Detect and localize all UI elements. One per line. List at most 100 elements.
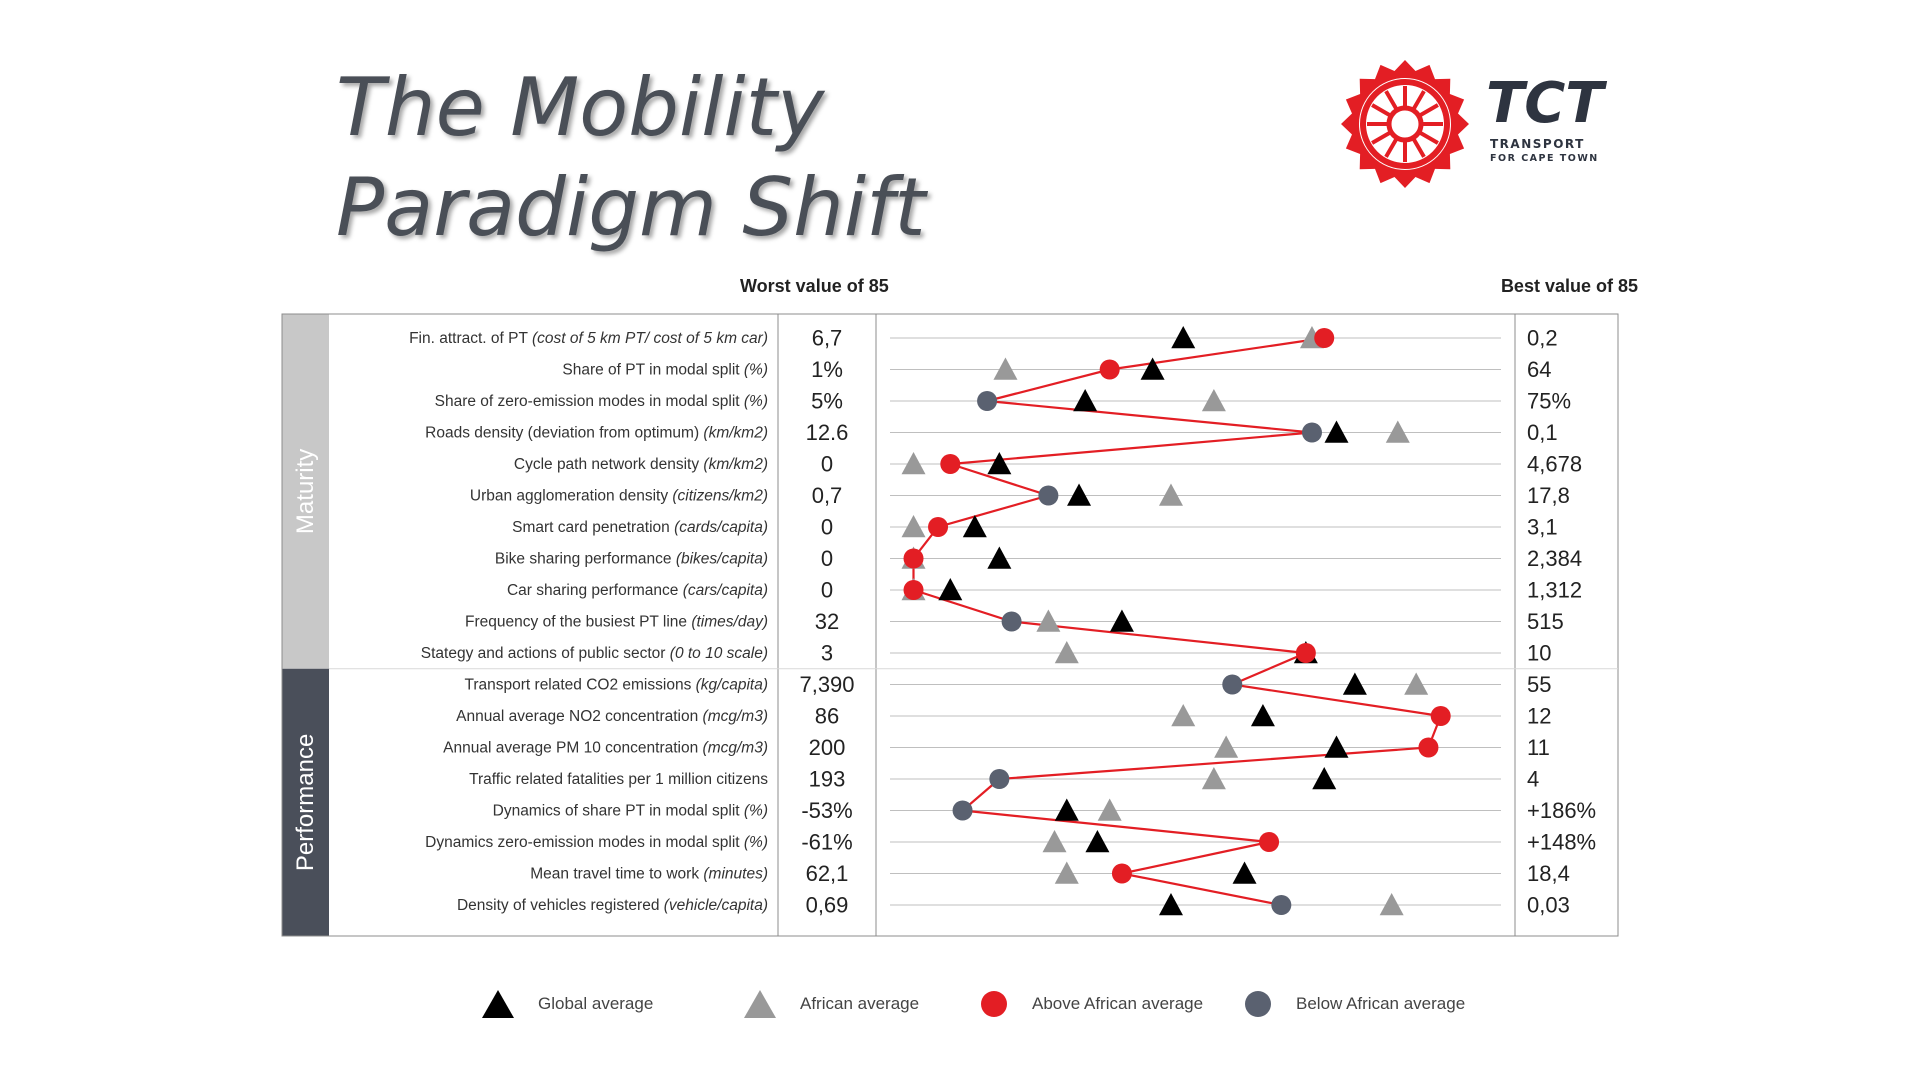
global-average-marker [938, 578, 963, 601]
row-worst-value: -53% [801, 798, 852, 823]
row-best-value: 0,1 [1527, 420, 1558, 445]
african-average-marker [1379, 893, 1404, 916]
row-label: Bike sharing performance (bikes/capita) [495, 550, 768, 567]
global-average-marker [1250, 704, 1275, 727]
row-label-text: Urban agglomeration density [470, 487, 672, 504]
row-best-value: 11 [1527, 735, 1550, 760]
city-above-average-marker [1430, 706, 1451, 726]
row-worst-value: 0,69 [806, 893, 849, 918]
global-average-marker [1054, 798, 1079, 821]
row-best-value: 4,678 [1527, 452, 1582, 477]
row-label: Annual average PM 10 concentration (mcg/… [443, 739, 768, 756]
row-label-unit: (bikes/capita) [676, 550, 768, 567]
row-label: Transport related CO2 emissions (kg/capi… [464, 676, 768, 693]
row-label-unit: (vehicle/capita) [664, 897, 768, 914]
african-average-marker [1158, 483, 1183, 506]
global-average-marker [987, 546, 1012, 569]
row-label-text: Car sharing performance [507, 582, 683, 599]
city-above-average-marker [928, 517, 949, 537]
row-label: Smart card penetration (cards/capita) [512, 519, 768, 536]
african-average-marker [1385, 420, 1410, 443]
gear-spoke [1384, 138, 1398, 158]
row-label: Fin. attract. of PT (cost of 5 km PT/ co… [409, 330, 768, 347]
row-worst-value: 7,390 [799, 672, 854, 697]
city-below-average-marker [989, 769, 1010, 789]
slide-title-line-2: Paradigm Shift [336, 161, 926, 254]
row-label-unit: (0 to 10 scale) [670, 645, 768, 662]
city-below-average-marker [1001, 611, 1022, 632]
african-average-marker [1042, 830, 1067, 853]
row-best-value: 515 [1527, 609, 1564, 634]
row-best-value: 0,2 [1527, 326, 1558, 351]
global-average-marker [1342, 672, 1367, 695]
row-label-unit: (%) [744, 802, 768, 819]
african-average-marker [1036, 609, 1061, 632]
row-best-value: 12 [1527, 704, 1551, 729]
row-label-unit: (cards/capita) [674, 519, 768, 536]
table-frame [281, 313, 1619, 937]
row-worst-value: 1% [811, 357, 843, 382]
row-label: Dynamics zero-emission modes in modal sp… [425, 834, 768, 851]
row-label: Stategy and actions of public sector (0 … [421, 645, 768, 662]
row-label-text: Fin. attract. of PT [409, 330, 532, 347]
row-label: Urban agglomeration density (citizens/km… [470, 487, 768, 504]
city-below-average-marker [952, 800, 973, 821]
gear-spoke [1371, 103, 1391, 117]
global-average-marker [1073, 389, 1098, 412]
city-above-average-marker [1111, 863, 1132, 884]
tct-logo: TCT TRANSPORT FOR CAPE TOWN [1338, 58, 1638, 190]
row-label-unit: (km/km2) [703, 456, 768, 473]
african-average-marker [1054, 641, 1079, 664]
legend-label-global: Global average [538, 994, 654, 1013]
city-above-average-marker [940, 454, 961, 474]
city-below-average-marker [1271, 895, 1292, 915]
row-worst-value: 0 [821, 452, 833, 477]
african-average-marker [1171, 704, 1196, 727]
city-below-average-marker [1301, 422, 1322, 443]
row-label-text: Transport related CO2 emissions [464, 676, 695, 693]
row-label-unit: (km/km2) [703, 424, 768, 441]
global-average-marker [1067, 483, 1092, 506]
row-label: Frequency of the busiest PT line (times/… [465, 613, 768, 630]
row-label: Share of zero-emission modes in modal sp… [435, 393, 768, 410]
header-best-value: Best value of 85 [1500, 276, 1638, 296]
row-label: Annual average NO2 concentration (mcg/m3… [456, 708, 768, 725]
row-best-value: 1,312 [1527, 578, 1582, 603]
row-worst-value: -61% [801, 830, 852, 855]
slide-title: The Mobility Paradigm Shift [336, 58, 926, 258]
gear-spoke [1412, 90, 1426, 110]
legend-item-african: African average [742, 986, 919, 1022]
african-average-triangle-icon [744, 990, 776, 1018]
row-label-text: Cycle path network density [514, 456, 704, 473]
row-label-text: Smart card penetration [512, 519, 674, 536]
city-above-average-marker [1314, 328, 1335, 348]
city-above-average-marker [903, 580, 924, 600]
row-label: Dynamics of share PT in modal split (%) [493, 802, 768, 819]
african-average-marker [1404, 672, 1429, 695]
city-below-average-marker [977, 391, 998, 411]
row-worst-value: 6,7 [812, 326, 843, 351]
global-average-triangle-icon [482, 990, 514, 1018]
gear-ring [1360, 79, 1450, 169]
row-worst-value: 62,1 [806, 861, 849, 886]
row-label-unit: (minutes) [703, 865, 768, 882]
row-best-value: 64 [1527, 357, 1551, 382]
row-label-text: Stategy and actions of public sector [421, 645, 670, 662]
row-worst-value: 193 [809, 767, 846, 792]
gear-hub [1386, 105, 1424, 143]
african-average-marker [993, 357, 1018, 380]
row-label-text: Frequency of the busiest PT line [465, 613, 691, 630]
row-label-unit: (%) [744, 393, 768, 410]
row-label-text: Density of vehicles registered [457, 897, 664, 914]
gear-spoke [1419, 103, 1439, 117]
global-average-marker [1324, 420, 1349, 443]
row-best-value: 55 [1527, 672, 1551, 697]
city-below-average-marker [1038, 485, 1059, 506]
row-label: Density of vehicles registered (vehicle/… [457, 897, 768, 914]
row-label-text: Mean travel time to work [530, 865, 703, 882]
global-average-marker [1232, 861, 1257, 884]
global-average-marker [1109, 609, 1134, 632]
chart-legend: Global average African average Above Afr… [480, 986, 1500, 1022]
section-band-performance [282, 668, 329, 936]
african-average-marker [1214, 735, 1239, 758]
